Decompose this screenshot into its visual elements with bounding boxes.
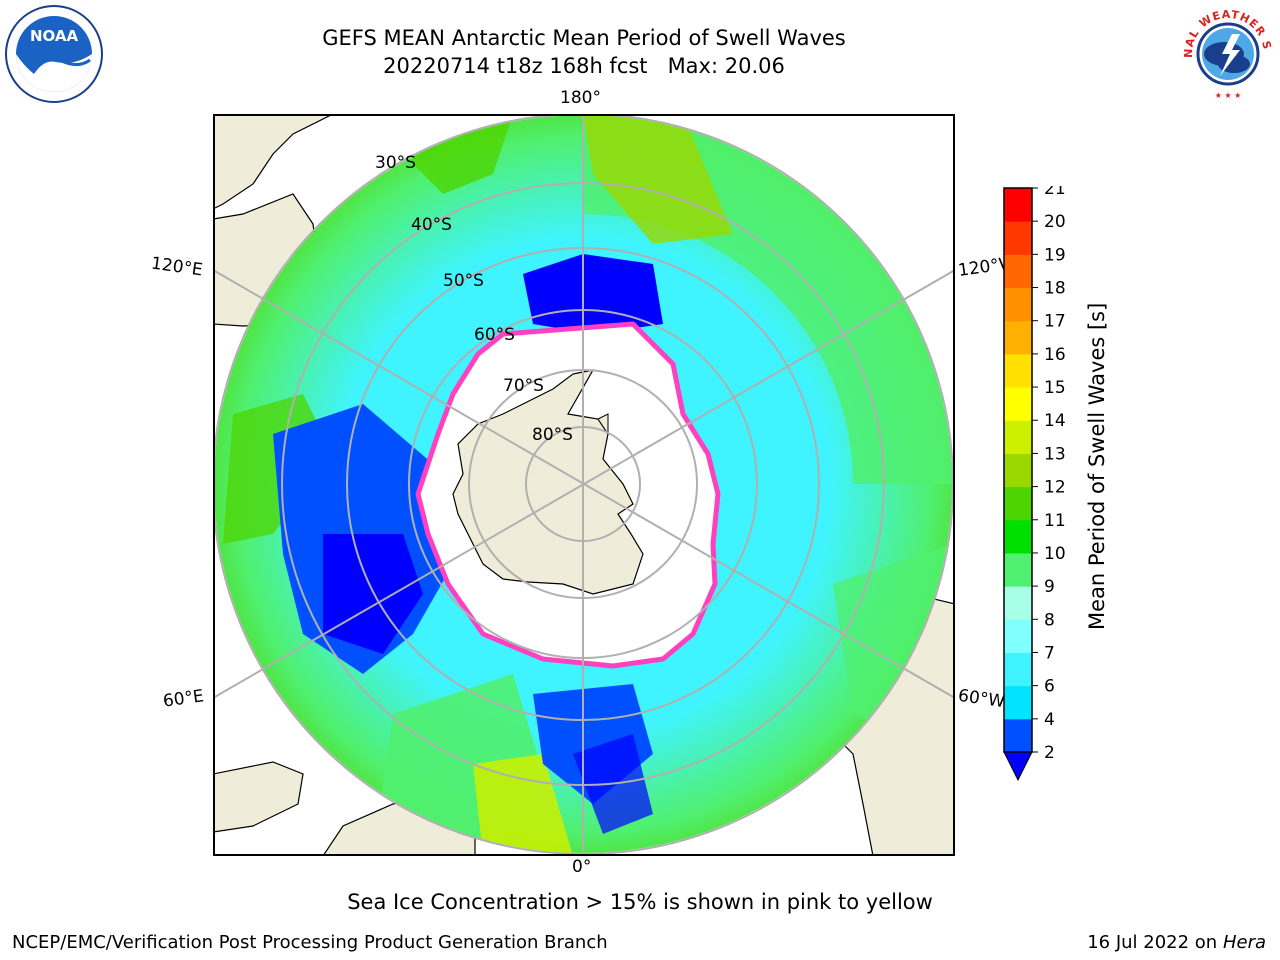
map-subtitle: 20220714 t18z 168h fcst Max: 20.06 (383, 54, 785, 78)
map-title: GEFS MEAN Antarctic Mean Period of Swell… (322, 26, 846, 50)
colorbar-bin (1004, 718, 1032, 753)
colorbar-bin (1004, 320, 1032, 355)
sea-ice-note: Sea Ice Concentration > 15% is shown in … (347, 890, 933, 914)
lat-label-60s: 60°S (474, 325, 515, 345)
colorbar-bin (1004, 254, 1032, 289)
colorbar-bin (1004, 387, 1032, 421)
colorbar-bin (1004, 188, 1032, 222)
colorbar-tick-label: 14 (1044, 411, 1066, 431)
polar-map: 30°S 40°S 50°S 60°S 70°S 80°S (213, 114, 955, 856)
map-frame (213, 114, 955, 856)
lat-label-70s: 70°S (503, 376, 544, 396)
colorbar-bin (1004, 586, 1032, 620)
lat-label-30s: 30°S (375, 153, 416, 173)
colorbar-bin (1004, 486, 1032, 521)
footer-machine: Hera (1222, 932, 1266, 953)
colorbar-tick-label: 13 (1044, 444, 1066, 464)
colorbar-tick-label: 8 (1044, 610, 1055, 630)
colorbar-tick-label: 16 (1044, 345, 1066, 365)
colorbar-bin (1004, 519, 1032, 554)
colorbar-under-arrow (1003, 751, 1033, 782)
lat-label-50s: 50°S (443, 271, 484, 291)
colorbar-tick-label: 9 (1044, 577, 1055, 597)
lat-label-40s: 40°S (411, 215, 452, 235)
colorbar-tick-label: 4 (1044, 710, 1055, 730)
colorbar-bin (1004, 420, 1032, 454)
lon-label-120e: 120°E (149, 253, 204, 281)
graticule (214, 115, 954, 855)
colorbar-outline (1003, 187, 1033, 753)
footer-date-text: 16 Jul 2022 on (1087, 932, 1223, 953)
colorbar-label: Mean Period of Swell Waves [s] (1085, 302, 1109, 630)
footer-branch: NCEP/EMC/Verification Post Processing Pr… (12, 932, 608, 953)
lon-label-0: 0° (572, 857, 592, 877)
colorbar-bin (1004, 287, 1032, 322)
colorbar-bin (1004, 221, 1032, 255)
colorbar-tick-label: 6 (1044, 677, 1055, 697)
colorbar-tick-label: 20 (1044, 212, 1066, 232)
colorbar-bin (1004, 552, 1032, 587)
colorbar-bin (1004, 685, 1032, 720)
noaa-logo-text: NOAA (30, 27, 79, 45)
lat-label-80s: 80°S (532, 425, 573, 445)
colorbar-tick-label: 19 (1044, 245, 1066, 265)
colorbar-tick-label: 10 (1044, 544, 1066, 564)
colorbar-bins (1004, 188, 1032, 753)
colorbar-bin (1004, 353, 1032, 388)
colorbar-tick-label: 7 (1044, 643, 1055, 663)
colorbar-tick-label: 12 (1044, 478, 1066, 498)
colorbar: 2 4 6 7 8 9 10 11 12 13 14 15 16 17 18 19 20 21 (1003, 186, 1066, 782)
colorbar-tick-label: 21 (1044, 186, 1066, 199)
antarctica (452, 369, 644, 595)
colorbar-bin (1004, 453, 1032, 488)
colorbar-tick-label: 18 (1044, 279, 1066, 299)
lon-label-180: 180° (560, 88, 601, 108)
colorbar-tick-label: 2 (1044, 743, 1055, 763)
colorbar-tick-label: 15 (1044, 378, 1066, 398)
lon-label-60w: 60°W (956, 685, 1007, 713)
svg-text:★ ★ ★: ★ ★ ★ (1215, 91, 1242, 100)
colorbar-bin (1004, 619, 1032, 653)
colorbar-ticks: 2 4 6 7 8 9 10 11 12 13 14 15 16 17 18 19 20 21 (1032, 186, 1066, 763)
colorbar-tick-label: 11 (1044, 511, 1066, 531)
nws-logo: NATIONAL WEATHER SERVICE ★ ★ ★ (1178, 4, 1276, 102)
lon-label-60e: 60°E (161, 686, 206, 712)
footer-date: 16 Jul 2022 on Hera (1087, 932, 1266, 953)
noaa-logo: NOAA (5, 5, 103, 103)
colorbar-bin (1004, 652, 1032, 687)
colorbar-tick-label: 17 (1044, 312, 1066, 332)
